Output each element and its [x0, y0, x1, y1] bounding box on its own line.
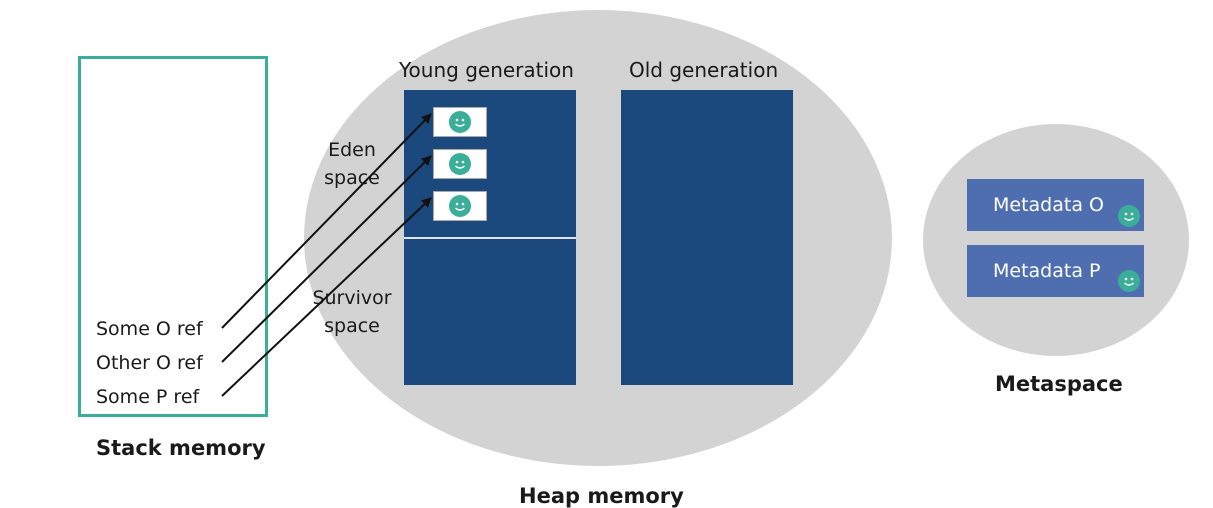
smiley-face-icon — [449, 153, 471, 175]
some-p-ref-label: Some P ref — [96, 386, 200, 408]
heap-memory-label: Heap memory — [519, 484, 684, 508]
some-o-ref-label: Some O ref — [96, 318, 203, 340]
young-generation-title: Young generation — [399, 58, 574, 82]
metaspace-label: Metaspace — [995, 372, 1123, 396]
old-generation-panel — [621, 90, 793, 385]
eden-survivor-divider — [404, 237, 576, 239]
heap-memory-region — [304, 10, 892, 466]
object-card — [433, 107, 487, 137]
eden-space-label-line-2: space — [324, 167, 380, 189]
metadata-p-label: Metadata P — [993, 260, 1101, 282]
eden-space-label: Eden space — [316, 136, 388, 192]
survivor-space-label-line-2: space — [324, 315, 380, 337]
metadata-p-box: Metadata P — [967, 245, 1144, 297]
object-card — [433, 191, 487, 221]
old-generation-title: Old generation — [629, 58, 779, 82]
eden-space-label-line-1: Eden — [328, 139, 376, 161]
object-card — [433, 149, 487, 179]
smiley-face-icon — [1118, 205, 1140, 227]
metadata-o-box: Metadata O — [967, 179, 1144, 231]
stack-memory-label: Stack memory — [96, 436, 266, 460]
metadata-o-label: Metadata O — [993, 194, 1104, 216]
other-o-ref-label: Other O ref — [96, 352, 203, 374]
survivor-space-label: Survivor space — [306, 284, 398, 340]
smiley-face-icon — [1118, 270, 1140, 292]
smiley-face-icon — [449, 195, 471, 217]
metaspace-region — [923, 124, 1189, 356]
survivor-space-label-line-1: Survivor — [312, 287, 392, 309]
smiley-face-icon — [449, 111, 471, 133]
